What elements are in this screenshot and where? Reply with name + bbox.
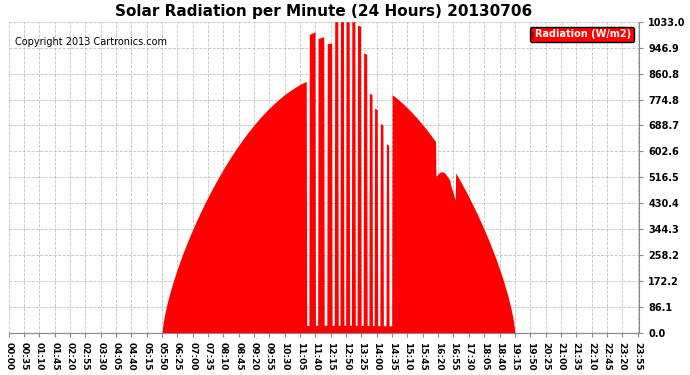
Title: Solar Radiation per Minute (24 Hours) 20130706: Solar Radiation per Minute (24 Hours) 20…	[115, 4, 533, 19]
Text: Copyright 2013 Cartronics.com: Copyright 2013 Cartronics.com	[15, 37, 167, 47]
Legend: Radiation (W/m2): Radiation (W/m2)	[529, 27, 634, 42]
